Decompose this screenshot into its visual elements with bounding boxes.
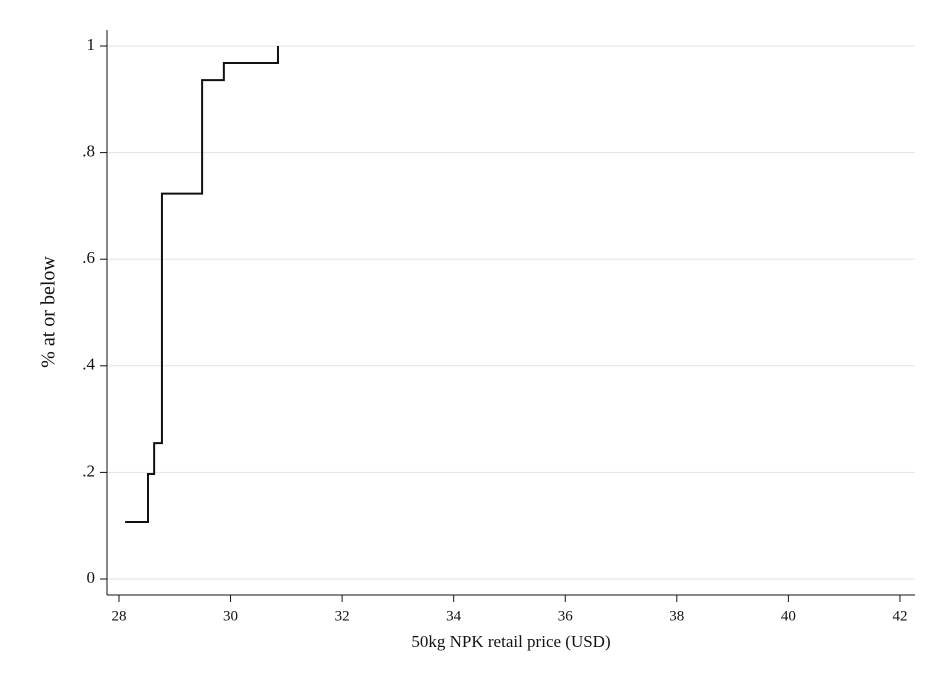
x-tick-label: 40 — [781, 608, 796, 624]
y-tick-label: .4 — [82, 355, 95, 374]
y-tick-label: 0 — [87, 568, 96, 587]
x-tick-label: 28 — [111, 608, 126, 624]
x-tick-label: 30 — [223, 608, 238, 624]
x-tick-label: 42 — [892, 608, 907, 624]
x-axis-label: 50kg NPK retail price (USD) — [411, 632, 610, 651]
x-tick-label: 34 — [446, 608, 462, 624]
x-tick-label: 32 — [335, 608, 350, 624]
x-tick-label: 38 — [669, 608, 684, 624]
y-tick-label: .8 — [82, 142, 95, 161]
y-tick-label: .6 — [82, 248, 95, 267]
x-tick-label: 36 — [558, 608, 574, 624]
y-axis-label: % at or below — [38, 256, 60, 368]
cdf-line — [125, 45, 279, 523]
y-tick-label: .2 — [82, 461, 95, 480]
y-tick-label: 1 — [87, 35, 96, 54]
